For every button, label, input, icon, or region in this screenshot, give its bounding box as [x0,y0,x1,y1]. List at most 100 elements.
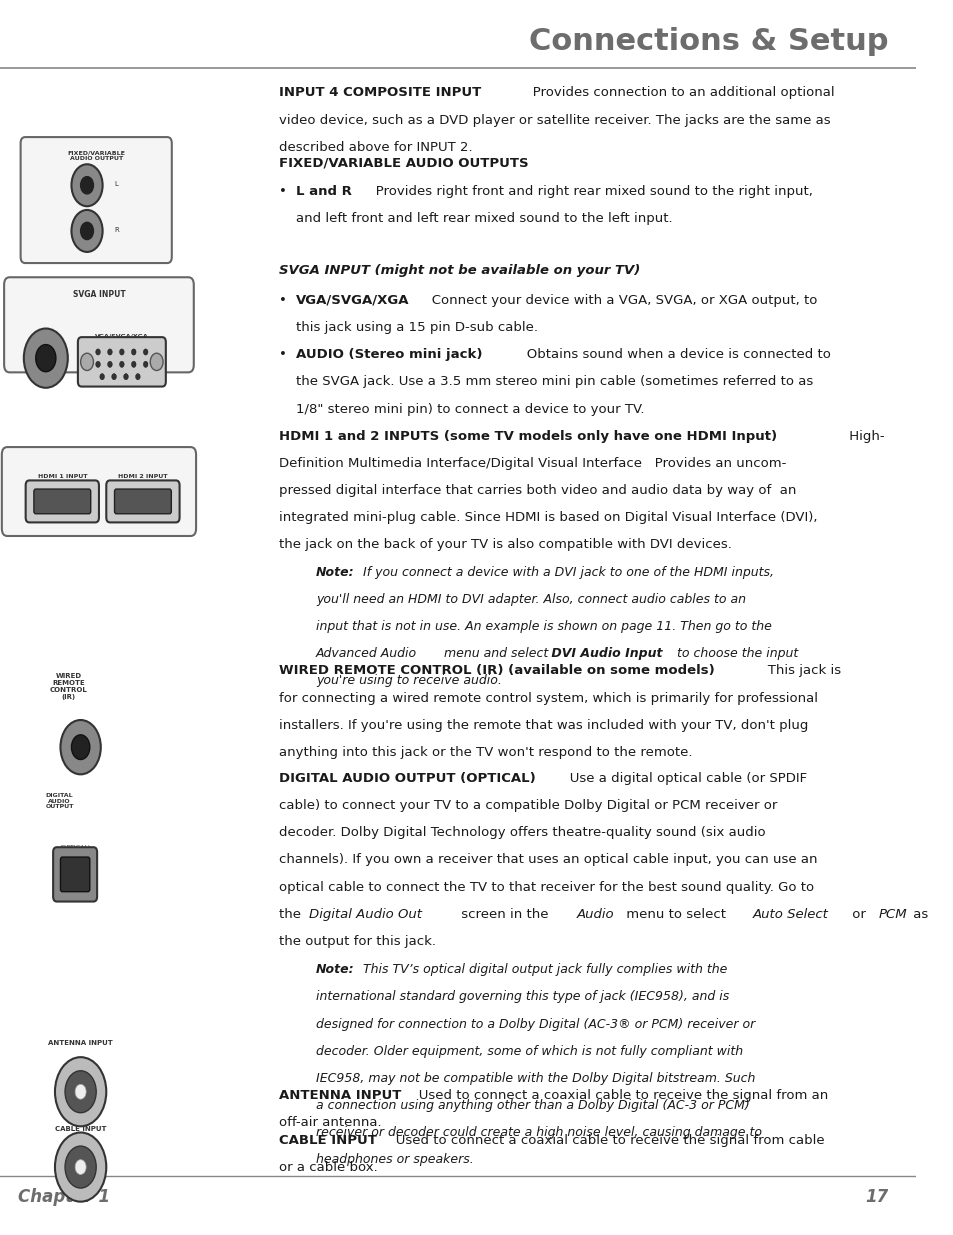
Text: WIRED REMOTE CONTROL (IR) (available on some models): WIRED REMOTE CONTROL (IR) (available on … [279,664,715,678]
Circle shape [24,329,68,388]
Text: anything into this jack or the TV won't respond to the remote.: anything into this jack or the TV won't … [279,746,692,760]
Text: as: as [908,908,927,921]
Text: or a cable box.: or a cable box. [279,1161,377,1174]
Text: decoder. Older equipment, some of which is not fully compliant with: decoder. Older equipment, some of which … [315,1045,742,1058]
Text: a connection using anything other than a Dolby Digital (AC-3 or PCM): a connection using anything other than a… [315,1099,749,1113]
Text: Connections & Setup: Connections & Setup [529,27,888,56]
Circle shape [135,374,140,380]
Text: this jack using a 15 pin D-sub cable.: this jack using a 15 pin D-sub cable. [295,321,537,335]
Circle shape [95,362,100,368]
Circle shape [151,353,163,370]
Circle shape [60,720,101,774]
Text: the SVGA jack. Use a 3.5 mm stereo mini pin cable (sometimes referred to as: the SVGA jack. Use a 3.5 mm stereo mini … [295,375,812,389]
Text: Obtains sound when a device is connected to: Obtains sound when a device is connected… [514,348,830,362]
FancyBboxPatch shape [2,447,196,536]
Text: VGA/SVGA/XGA: VGA/SVGA/XGA [295,294,409,308]
Text: Provides right front and right rear mixed sound to the right input,: Provides right front and right rear mixe… [362,185,812,199]
Text: HDMI 1 and 2 INPUTS (some TV models only have one HDMI Input): HDMI 1 and 2 INPUTS (some TV models only… [279,430,777,443]
Text: the output for this jack.: the output for this jack. [279,935,436,948]
FancyBboxPatch shape [106,480,179,522]
Text: •: • [279,294,287,308]
Text: installers. If you're using the remote that was included with your TV, don't plu: installers. If you're using the remote t… [279,719,808,732]
Text: integrated mini-plug cable. Since HDMI is based on Digital Visual Interface (DVI: integrated mini-plug cable. Since HDMI i… [279,511,817,525]
Text: menu and select: menu and select [444,647,548,661]
Circle shape [55,1057,106,1126]
FancyBboxPatch shape [26,480,99,522]
Text: VGA/SVGA/XGA: VGA/SVGA/XGA [95,333,149,338]
Text: input that is not in use. An example is shown on page 11. Then go to the: input that is not in use. An example is … [315,620,771,634]
Text: SVGA INPUT: SVGA INPUT [72,290,125,299]
Text: SVGA INPUT (might not be available on your TV): SVGA INPUT (might not be available on yo… [279,264,640,278]
Text: ANTENNA INPUT: ANTENNA INPUT [279,1089,401,1103]
Text: headphones or speakers.: headphones or speakers. [315,1153,474,1167]
Text: designed for connection to a Dolby Digital (AC-3® or PCM) receiver or: designed for connection to a Dolby Digit… [315,1018,755,1031]
Text: R: R [114,227,119,232]
Text: High-: High- [843,430,883,443]
Text: Connect your device with a VGA, SVGA, or XGA output, to: Connect your device with a VGA, SVGA, or… [418,294,816,308]
Text: Note:: Note: [315,963,355,977]
Circle shape [75,1160,86,1174]
Text: FIXED/VARIABLE AUDIO OUTPUTS: FIXED/VARIABLE AUDIO OUTPUTS [279,157,529,170]
Text: This TV’s optical digital output jack fully complies with the: This TV’s optical digital output jack fu… [358,963,727,977]
Text: DIGITAL AUDIO OUTPUT (OPTICAL): DIGITAL AUDIO OUTPUT (OPTICAL) [279,772,536,785]
Circle shape [65,1071,96,1113]
Circle shape [75,1084,86,1099]
Circle shape [143,348,148,356]
Text: international standard governing this type of jack (IEC958), and is: international standard governing this ty… [315,990,729,1004]
Circle shape [35,345,56,372]
Text: L and R: L and R [295,185,352,199]
Text: IEC958, may not be compatible with the Dolby Digital bitstream. Such: IEC958, may not be compatible with the D… [315,1072,755,1086]
Text: 1/8" stereo mini pin) to connect a device to your TV.: 1/8" stereo mini pin) to connect a devic… [295,403,644,416]
Circle shape [81,222,93,240]
Text: described above for INPUT 2.: described above for INPUT 2. [279,141,473,154]
Circle shape [81,177,93,194]
Text: Note:: Note: [315,566,355,579]
Text: menu to select: menu to select [621,908,730,921]
Circle shape [132,362,136,368]
FancyBboxPatch shape [60,857,90,892]
Text: channels). If you own a receiver that uses an optical cable input, you can use a: channels). If you own a receiver that us… [279,853,817,867]
Text: video device, such as a DVD player or satellite receiver. The jacks are the same: video device, such as a DVD player or sa… [279,114,830,127]
Text: optical cable to connect the TV to that receiver for the best sound quality. Go : optical cable to connect the TV to that … [279,881,814,894]
Circle shape [112,374,116,380]
Text: Audio: Audio [576,908,614,921]
Text: WIRED
REMOTE
CONTROL
(IR): WIRED REMOTE CONTROL (IR) [50,673,88,700]
Text: cable) to connect your TV to a compatible Dolby Digital or PCM receiver or: cable) to connect your TV to a compatibl… [279,799,777,813]
Circle shape [65,1146,96,1188]
Text: off-air antenna.: off-air antenna. [279,1116,381,1130]
FancyBboxPatch shape [21,137,172,263]
FancyBboxPatch shape [78,337,166,387]
Text: DVI Audio Input: DVI Audio Input [546,647,661,661]
Text: Digital Audio Out: Digital Audio Out [309,908,421,921]
Text: HDMI 2 INPUT: HDMI 2 INPUT [118,474,168,479]
Text: 17: 17 [864,1188,888,1207]
Text: Provides connection to an additional optional: Provides connection to an additional opt… [520,86,834,100]
Text: (OPTICAL): (OPTICAL) [59,845,91,850]
Text: PCM: PCM [878,908,906,921]
Text: L: L [114,182,118,186]
Circle shape [124,374,128,380]
Text: pressed digital interface that carries both video and audio data by way of  an: pressed digital interface that carries b… [279,484,796,498]
Text: INPUT 4 COMPOSITE INPUT: INPUT 4 COMPOSITE INPUT [279,86,481,100]
Text: AUDIO (Stereo mini jack): AUDIO (Stereo mini jack) [295,348,482,362]
Text: the: the [279,908,305,921]
Text: Used to connect a coaxial cable to receive the signal from cable: Used to connect a coaxial cable to recei… [382,1134,823,1147]
Text: If you connect a device with a DVI jack to one of the HDMI inputs,: If you connect a device with a DVI jack … [358,566,773,579]
Text: receiver or decoder could create a high noise level, causing damage to: receiver or decoder could create a high … [315,1126,761,1140]
Text: Used to connect a coaxial cable to receive the signal from an: Used to connect a coaxial cable to recei… [405,1089,827,1103]
Text: AUDIO: AUDIO [34,333,57,338]
FancyBboxPatch shape [4,278,193,373]
Text: and left front and left rear mixed sound to the left input.: and left front and left rear mixed sound… [295,212,672,226]
Text: Definition Multimedia Interface/Digital Visual Interface   Provides an uncom-: Definition Multimedia Interface/Digital … [279,457,786,471]
FancyBboxPatch shape [34,489,91,514]
Text: Advanced Audio: Advanced Audio [315,647,421,661]
Circle shape [71,164,103,206]
Text: or: or [847,908,870,921]
Text: CABLE INPUT: CABLE INPUT [279,1134,377,1147]
Circle shape [55,1132,106,1202]
Circle shape [119,362,124,368]
Circle shape [108,348,112,356]
Circle shape [71,735,90,760]
Circle shape [143,362,148,368]
Text: HDMI 1 INPUT: HDMI 1 INPUT [37,474,87,479]
